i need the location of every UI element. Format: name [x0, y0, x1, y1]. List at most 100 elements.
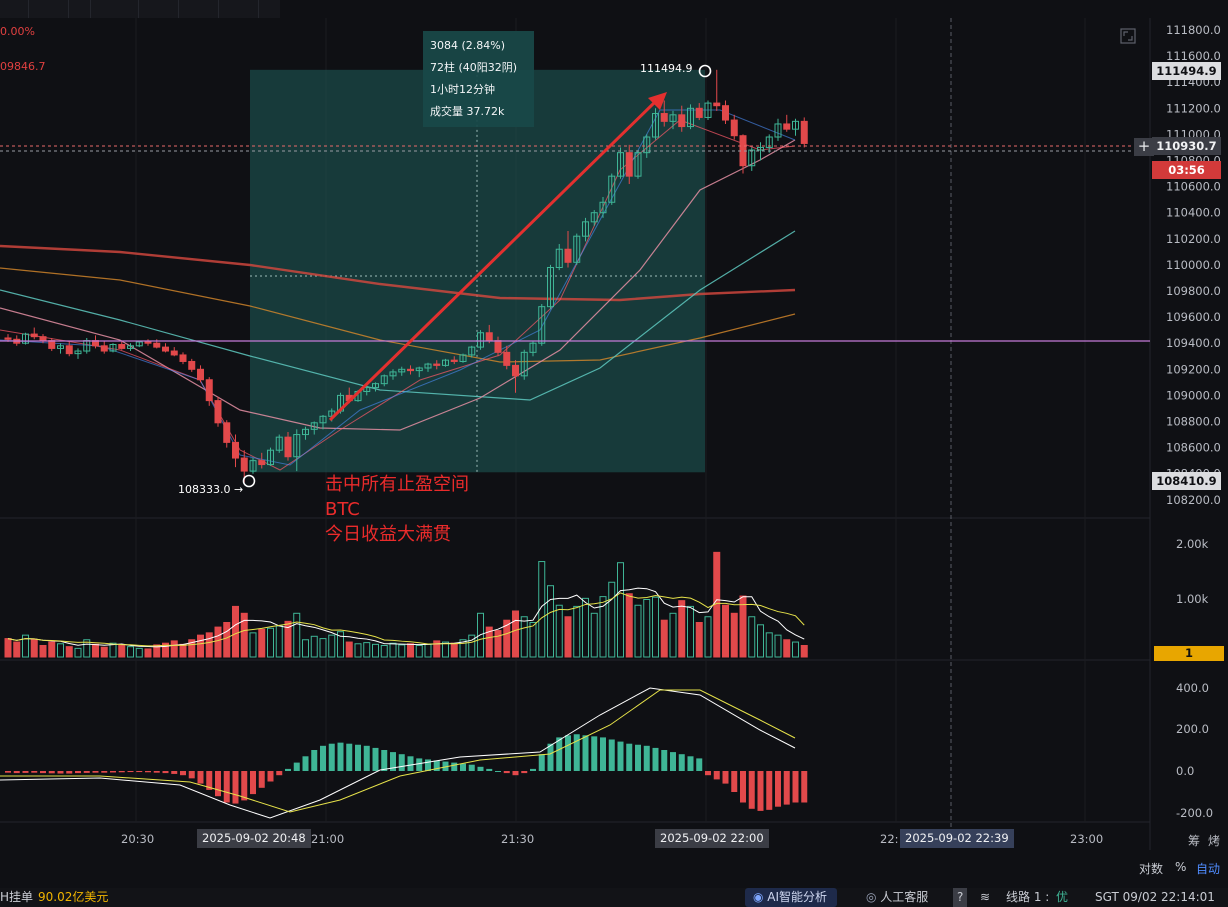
macd-bar: [22, 771, 29, 773]
candle-body: [468, 346, 476, 356]
macd-bar: [101, 771, 108, 773]
volume-bar: [477, 612, 484, 658]
volume-bar: [337, 631, 344, 658]
volume-bar: [232, 605, 239, 658]
macd-bar: [731, 771, 738, 792]
volume-pane: [4, 551, 808, 658]
auto-scale-toggle[interactable]: 自动: [1196, 862, 1221, 876]
volume-bar: [162, 642, 169, 658]
macd-bar: [250, 771, 256, 795]
volume-bar: [407, 643, 414, 658]
candle-body: [258, 460, 266, 466]
volume-bar: [669, 612, 677, 658]
tool-menu-icon[interactable]: [218, 0, 259, 18]
macd-bar: [740, 771, 746, 803]
volume-bar: [494, 630, 502, 658]
candle-body: [608, 175, 616, 203]
side-char-a[interactable]: 筹: [1188, 834, 1201, 848]
volume-bar: [380, 645, 388, 658]
route-label[interactable]: 线路 1 :: [1006, 890, 1050, 904]
candle-body: [617, 152, 624, 177]
tool-layout-icon[interactable]: [98, 0, 139, 18]
macd-bar: [748, 771, 755, 809]
tool-indicator-icon[interactable]: [138, 0, 179, 18]
price-tick: 110600.0: [1166, 180, 1221, 194]
route-quality: 优: [1056, 890, 1069, 904]
tool-fork-icon[interactable]: [28, 0, 69, 18]
macd-bar: [372, 747, 379, 771]
candle-body: [197, 368, 204, 381]
candle-body: [643, 136, 651, 154]
candle-body: [783, 123, 791, 130]
tool-trash-icon[interactable]: [50, 0, 91, 18]
volume-bar: [564, 616, 572, 658]
macd-pane: [0, 687, 808, 819]
candle-body: [573, 235, 581, 263]
macd-tick: 400.0: [1176, 681, 1209, 695]
candle-body: [100, 345, 108, 352]
fullscreen-icon[interactable]: [1120, 28, 1136, 44]
help-button[interactable]: ?: [953, 888, 968, 907]
tool-settings-icon[interactable]: [178, 0, 219, 18]
macd-bar: [538, 754, 545, 771]
macd-bar: [390, 752, 396, 771]
countdown-tag: 03:56: [1152, 161, 1221, 179]
volume-bar: [74, 647, 82, 658]
macd-bar: [407, 756, 414, 771]
annotation-line-3: 今日收益大满贯: [325, 524, 451, 545]
volume-bar: [765, 632, 773, 658]
macd-bar: [425, 759, 431, 771]
side-char-b[interactable]: 烤: [1208, 834, 1221, 848]
macd-bar: [416, 758, 423, 771]
candle-body: [660, 113, 668, 122]
volume-bar: [39, 645, 47, 658]
volume-bar: [582, 597, 589, 658]
macd-bar: [215, 771, 221, 797]
macd-bar: [530, 768, 536, 771]
candle-body: [407, 368, 414, 372]
price-tick: 108200.0: [1166, 493, 1221, 507]
volume-bar: [783, 639, 791, 658]
volume-tag: 1: [1154, 646, 1224, 661]
candle-body: [599, 201, 607, 214]
macd-bar: [635, 744, 641, 771]
macd-bar: [582, 735, 589, 771]
macd-bar: [486, 768, 493, 771]
volume-bar: [730, 612, 738, 658]
macd-bar: [110, 771, 116, 773]
log-scale-toggle[interactable]: 对数: [1139, 862, 1164, 876]
annotation-line-2: BTC: [325, 499, 360, 520]
price-tick: 111200.0: [1166, 101, 1221, 115]
candle-body: [4, 337, 12, 340]
macd-bar: [468, 764, 475, 771]
ai-analysis-button[interactable]: ◉ AI智能分析: [745, 888, 838, 907]
macd-bar: [66, 771, 73, 774]
macd-bar: [180, 771, 186, 776]
volume-bar: [739, 595, 747, 658]
percent-scale-toggle[interactable]: %: [1175, 860, 1187, 874]
macd-bar: [433, 760, 440, 771]
add-alert-button[interactable]: +: [1134, 138, 1154, 156]
candle-body: [730, 119, 738, 137]
candle-body: [240, 457, 248, 472]
ma-red-line: [0, 244, 796, 302]
candle-body: [477, 332, 484, 348]
candle-body: [625, 152, 633, 177]
macd-bar: [547, 743, 554, 771]
macd-bar: [48, 771, 55, 774]
macd-bar: [670, 752, 676, 771]
volume-bar: [687, 605, 694, 658]
candle-body: [757, 146, 764, 151]
tool-cursor-icon[interactable]: [0, 0, 29, 18]
candle-body: [118, 344, 126, 349]
candle-body: [555, 248, 563, 269]
candle-body: [293, 434, 301, 458]
ma-teal-line: [0, 230, 796, 401]
volume-bar: [617, 562, 624, 658]
customer-service-button[interactable]: ◎ 人工客服: [866, 888, 928, 907]
macd-bar: [57, 771, 64, 774]
macd-bar: [696, 758, 703, 771]
macd-bar: [223, 771, 230, 803]
macd-dif-line: [0, 687, 796, 819]
